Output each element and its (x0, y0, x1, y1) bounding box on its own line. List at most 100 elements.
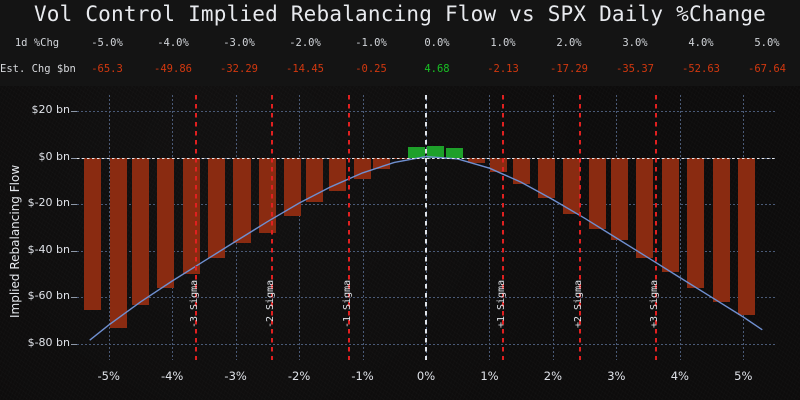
chart-bar (712, 157, 730, 302)
chart-bar (373, 157, 391, 170)
x-axis-tick-label: -2% (287, 369, 311, 383)
table-cell-est: -32.29 (220, 63, 258, 75)
chart-bar (446, 148, 464, 158)
gridline-vertical (679, 95, 681, 360)
table-cell-pct: -2.0% (289, 37, 321, 49)
x-axis-tick-label: 1% (480, 369, 499, 383)
chart-bar (328, 157, 346, 192)
table-cell-pct: 5.0% (754, 37, 780, 49)
table-cell-pct: -4.0% (157, 37, 189, 49)
y-axis-title: Implied Rebalancing Flow (8, 164, 22, 318)
table-cell-est: -0.25 (355, 63, 387, 75)
y-axis-tick-label: $-60 bn (27, 289, 70, 303)
table-row-pct-change: 1d %Chg -5.0% -4.0% -3.0% -2.0% -1.0% 0.0% 1.0%… (0, 30, 800, 56)
table-cell-pct: -1.0% (355, 37, 387, 49)
y-axis-tick-mark (71, 157, 77, 159)
chart-bar (157, 157, 175, 288)
chart-bar (661, 157, 679, 272)
chart-bar (687, 157, 705, 288)
page-title: Vol Control Implied Rebalancing Flow vs … (33, 2, 767, 26)
chart-bar (354, 157, 372, 179)
chart-bar (233, 157, 251, 243)
x-axis-tick-label: 4% (670, 369, 689, 383)
table-cell-est: -2.13 (487, 63, 519, 75)
chart-bar (737, 157, 755, 315)
x-axis-tick-label: -3% (224, 369, 247, 383)
table-cell-est: -35.37 (616, 63, 654, 75)
chart-bar (468, 157, 486, 163)
sigma-vline (195, 95, 198, 360)
x-axis-tick-label: 0% (416, 369, 436, 383)
table-cell-est: -52.63 (682, 63, 720, 75)
sigma-label: +3 Sigma (648, 279, 660, 328)
y-axis-labels: $20 bn $0 bn $-20 bn $-40 bn $-60 bn $-80 bn (0, 0, 70, 400)
sigma-vline (347, 95, 350, 360)
table-cell-pct: 4.0% (688, 37, 714, 49)
table-cell-pct: 2.0% (556, 37, 582, 49)
x-axis-tick-label: -5% (97, 369, 120, 383)
table-cell-pct: -5.0% (91, 37, 123, 49)
y-axis-tick-mark (71, 111, 77, 113)
chart-bar (426, 146, 445, 158)
x-axis-tick-label: 5% (734, 369, 753, 383)
y-axis-tick-mark (71, 343, 77, 345)
y-axis-tick-label: $-80 bn (27, 335, 70, 349)
table-cell-pct: 3.0% (622, 37, 648, 49)
table-cell-est: 4.68 (424, 63, 450, 75)
chart-bar (407, 146, 425, 158)
chart-bar (131, 157, 149, 306)
sigma-vline (654, 95, 657, 360)
sigma-label: -3 Sigma (189, 279, 201, 328)
chart-bar (284, 157, 302, 216)
gridline-vertical (362, 95, 364, 360)
summary-table: 1d %Chg -5.0% -4.0% -3.0% -2.0% -1.0% 0.0% 1.0%… (0, 30, 800, 82)
plot-area: -3 Sigma -2 Sigma -1 Sigma +1 Sigma +2 Sigma… (77, 95, 775, 360)
table-row-label-pct: 1d %Chg (14, 37, 60, 49)
table-row-est-change: Est. Chg $bn -65.3 -49.86 -32.29 -14.45 -0.25… (0, 56, 800, 82)
chart-bar (84, 157, 102, 310)
sigma-vline (578, 95, 581, 360)
chart-bar (636, 157, 654, 258)
gridline-vertical (108, 95, 110, 360)
header-band: Vol Control Implied Rebalancing Flow vs … (0, 0, 800, 86)
chart-bar (208, 157, 226, 258)
table-cell-est: -17.29 (550, 63, 588, 75)
gridline-vertical (299, 95, 301, 360)
sigma-label: +1 Sigma (496, 279, 508, 328)
table-cell-pct: 0.0% (424, 37, 450, 49)
y-axis-tick-label: $-40 bn (27, 242, 70, 256)
y-axis-tick-mark (71, 297, 77, 299)
x-axis-tick-label: -1% (351, 369, 374, 383)
y-axis-tick-mark (71, 204, 77, 206)
y-axis-tick-label: $20 bn (31, 103, 70, 117)
chart-bar (610, 157, 629, 241)
table-cell-pct: 1.0% (490, 37, 516, 49)
table-cell-pct: -3.0% (223, 37, 255, 49)
chart-bar (538, 157, 556, 198)
sigma-label: -2 Sigma (265, 279, 277, 328)
x-axis-tick-label: 3% (607, 369, 626, 383)
sigma-label: -1 Sigma (341, 279, 353, 328)
table-cell-est: -65.3 (91, 63, 123, 75)
table-cell-est: -67.64 (748, 63, 786, 75)
x-axis-tick-label: 2% (543, 369, 563, 383)
chart-bar (109, 157, 127, 328)
gridline-vertical (552, 95, 554, 360)
table-row-label-est: Est. Chg $bn (0, 63, 76, 75)
center-vline (425, 95, 427, 360)
table-cell-est: -49.86 (154, 63, 192, 75)
chart-bar (563, 157, 581, 214)
x-axis-tick-label: -4% (160, 369, 184, 383)
estimates-table: 1d %Chg -5.0% -4.0% -3.0% -2.0% -1.0% 0.0% 1.0%… (0, 30, 800, 82)
chart-bar (512, 157, 530, 185)
y-axis-tick-label: $-20 bn (27, 196, 70, 210)
chart-bar (306, 157, 324, 202)
y-axis-tick-label: $0 bn (38, 149, 70, 163)
table-cell-est: -14.45 (286, 63, 324, 75)
sigma-vline (502, 95, 505, 360)
chart-bar (588, 157, 606, 229)
sigma-label: +2 Sigma (572, 279, 584, 328)
sigma-vline (271, 95, 274, 360)
gridline-vertical (489, 95, 491, 360)
